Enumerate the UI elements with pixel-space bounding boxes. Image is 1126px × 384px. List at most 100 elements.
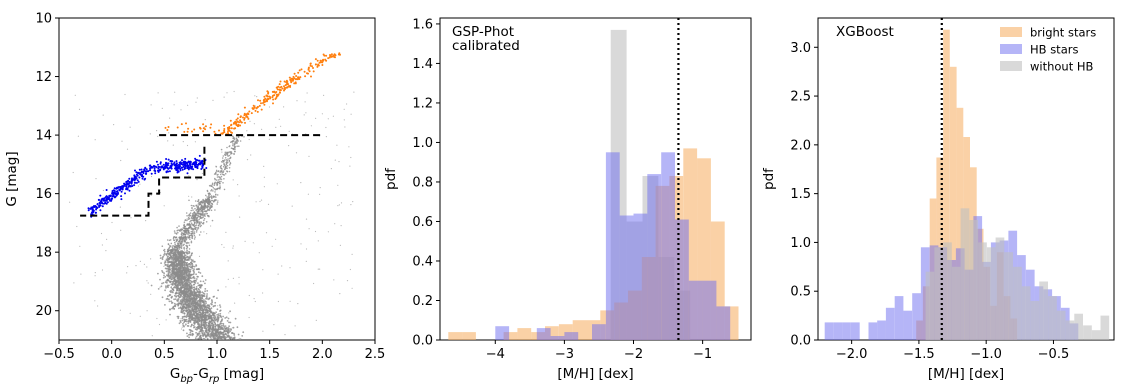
main-sequence-star xyxy=(186,285,189,288)
field-star xyxy=(262,330,264,332)
field-star xyxy=(210,225,212,227)
main-sequence-star xyxy=(191,264,194,266)
subgiant-star xyxy=(168,247,170,250)
main-sequence-star xyxy=(199,280,202,283)
rgb-star xyxy=(243,118,246,121)
hb-star xyxy=(111,190,114,192)
field-star xyxy=(327,231,329,233)
rgb-star xyxy=(243,112,246,115)
lower-rgb-star xyxy=(233,145,236,148)
hb-star xyxy=(140,168,143,171)
lower-rgb-star xyxy=(230,147,233,149)
lower-rgb-star xyxy=(231,140,233,143)
main-sequence-star xyxy=(201,327,204,330)
main-sequence-star xyxy=(171,267,174,270)
subgiant-star xyxy=(179,250,182,252)
lower-rgb-star xyxy=(220,164,223,167)
hb-star xyxy=(115,194,118,197)
lower-rgb-star xyxy=(205,201,207,203)
subgiant-star xyxy=(186,223,189,225)
lower-rgb-star xyxy=(239,140,242,142)
rgb-star xyxy=(279,80,282,83)
y-tick-label: 0.0 xyxy=(412,334,433,349)
main-sequence-star xyxy=(208,335,211,338)
field-star xyxy=(338,161,340,163)
field-star xyxy=(319,193,321,195)
field-star xyxy=(323,94,325,96)
subgiant-star xyxy=(190,222,193,224)
main-sequence-star xyxy=(209,336,212,339)
subgiant-star xyxy=(198,218,200,221)
rgb-star xyxy=(275,91,278,93)
rgb-star xyxy=(236,117,239,120)
rgb-star xyxy=(272,94,274,97)
hb-star xyxy=(131,179,134,182)
main-sequence-star xyxy=(183,276,186,279)
main-sequence-star xyxy=(207,317,210,320)
field-star xyxy=(217,305,219,307)
main-sequence-star xyxy=(183,260,186,263)
main-sequence-star xyxy=(191,323,193,326)
rgb-star xyxy=(228,129,231,132)
histogram-bar xyxy=(1021,286,1031,340)
subgiant-star xyxy=(202,213,204,215)
subgiant-star xyxy=(190,219,193,222)
histogram-bar xyxy=(894,296,904,340)
subgiant-star xyxy=(183,238,186,241)
main-sequence-star xyxy=(205,309,208,311)
hb-star xyxy=(87,207,90,210)
subgiant-star xyxy=(189,236,191,239)
main-sequence-star xyxy=(220,316,223,319)
y-tick-label: 14 xyxy=(35,129,52,144)
field-star xyxy=(315,117,317,119)
rgb-star xyxy=(276,88,279,91)
rgb-star xyxy=(277,93,280,96)
field-star xyxy=(167,140,169,142)
subgiant-star xyxy=(193,219,195,222)
y-tick-label: 16 xyxy=(35,187,52,202)
legend-label: HB stars xyxy=(1030,43,1078,57)
y-tick-label: 0.5 xyxy=(790,285,811,300)
field-star xyxy=(206,233,208,235)
histogram-bar xyxy=(702,280,717,340)
main-sequence-star xyxy=(219,304,221,306)
main-sequence-star xyxy=(183,264,186,266)
main-sequence-star xyxy=(191,330,194,333)
field-star xyxy=(310,125,312,127)
rgb-star xyxy=(254,109,257,112)
main-sequence-star xyxy=(227,317,230,320)
main-sequence-star xyxy=(179,320,182,322)
main-sequence-star xyxy=(171,263,174,265)
rgb-star xyxy=(239,120,242,123)
main-sequence-star xyxy=(189,289,192,292)
subgiant-star xyxy=(190,230,193,233)
hb-star xyxy=(89,207,92,210)
lower-rgb-star xyxy=(215,173,217,175)
rgb-star xyxy=(325,59,328,62)
field-star xyxy=(121,140,123,142)
main-sequence-star xyxy=(181,254,183,256)
histogram-bar xyxy=(949,66,957,341)
main-sequence-star xyxy=(194,306,197,309)
subgiant-star xyxy=(194,216,196,218)
axes-2: −4 −3 −2 −10.00.20.40.60.81.01.21.41.6pdf[M… xyxy=(383,17,752,382)
rgb-star xyxy=(187,127,190,130)
lower-rgb-star xyxy=(210,195,213,197)
rgb-star xyxy=(298,69,301,72)
field-star xyxy=(297,303,299,305)
lower-rgb-star xyxy=(221,172,223,174)
subgiant-star xyxy=(172,248,175,250)
rgb-star xyxy=(275,86,278,89)
subgiant-star xyxy=(205,210,208,213)
lower-rgb-star xyxy=(219,185,221,187)
main-sequence-star xyxy=(185,274,188,276)
main-sequence-star xyxy=(173,267,176,270)
field-star xyxy=(350,156,352,159)
field-star xyxy=(196,97,198,99)
field-star xyxy=(163,265,165,267)
subgiant-star xyxy=(177,240,180,243)
main-sequence-star xyxy=(161,256,164,259)
subgiant-star xyxy=(205,213,207,215)
subgiant-star xyxy=(193,225,196,227)
hb-star xyxy=(163,166,166,168)
